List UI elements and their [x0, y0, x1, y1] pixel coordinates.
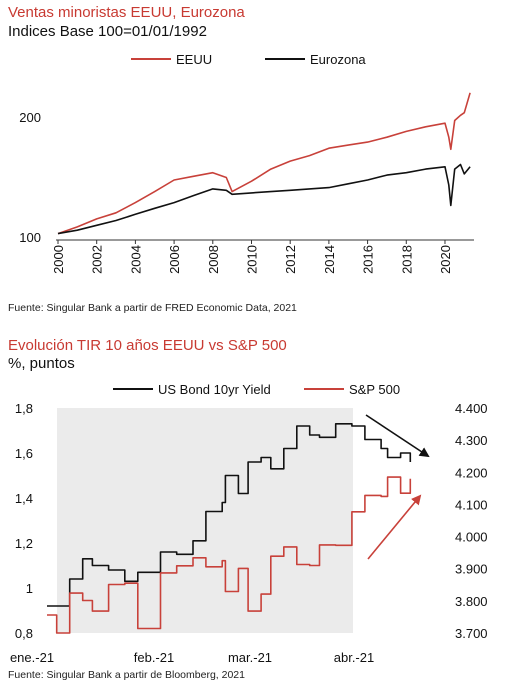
trend-arrow-up [367, 494, 422, 560]
x-tick-label: 2002 [90, 245, 105, 274]
x-tick-label: 2004 [128, 245, 143, 274]
trend-arrow-down [365, 414, 430, 458]
x-tick-label: 2014 [322, 245, 337, 274]
y-right-tick-label: 4.100 [455, 497, 488, 512]
series-line-sp500 [47, 476, 412, 634]
x-tick-label: 2020 [438, 245, 453, 274]
x-tick-label: abr.-21 [334, 650, 374, 665]
x-tick-label: 2000 [51, 245, 66, 274]
retail-sales-chart: 100 200 2000 2002 2004 2006 2008 2010 2012 2014 20… [19, 52, 474, 274]
chart2-source: Fuente: Singular Bank a partir de Bloomb… [8, 669, 245, 681]
x-tick-label: 2006 [167, 245, 182, 274]
chart2-title: Evolución TIR 10 años EEUU vs S&P 500 [8, 337, 287, 354]
y-left-tick-label: 0,8 [15, 626, 33, 641]
x-tick-label: 2018 [399, 245, 414, 274]
legend-label: US Bond 10yr Yield [158, 382, 271, 397]
y-left-tick-label: 1,8 [15, 401, 33, 416]
y-left-tick-label: 1,4 [15, 491, 33, 506]
chart2-subtitle: %, puntos [8, 355, 75, 372]
shaded-region [57, 408, 353, 633]
y-left-tick-label: 1,6 [15, 446, 33, 461]
chart1-title: Ventas minoristas EEUU, Eurozona [8, 4, 245, 21]
y-right-tick-label: 3.900 [455, 562, 488, 577]
y-tick-label: 200 [19, 110, 41, 125]
x-tick-label: 2010 [244, 245, 259, 274]
y-right-tick-label: 4.300 [455, 433, 488, 448]
series-line-us-bond-10yr [47, 422, 412, 607]
x-tick-label: ene.-21 [10, 650, 54, 665]
y-right-tick-label: 4.000 [455, 530, 488, 545]
chart1-subtitle: Indices Base 100=01/01/1992 [8, 23, 207, 40]
bond-yield-sp500-chart: 0,8 1 1,2 1,4 1,6 1,8 3.700 3.800 3.900 4.000 4.10… [10, 382, 488, 665]
x-tick-label: mar.-21 [228, 650, 272, 665]
series-line-eurozona [57, 163, 471, 235]
y-left-tick-label: 1 [26, 581, 33, 596]
chart1-source: Fuente: Singular Bank a partir de FRED E… [8, 302, 297, 314]
y-right-tick-label: 4.200 [455, 465, 488, 480]
y-right-tick-label: 3.800 [455, 594, 488, 609]
x-tick-label: 2008 [206, 245, 221, 274]
x-tick-label: 2012 [283, 245, 298, 274]
legend-label: Eurozona [310, 52, 366, 67]
y-left-tick-label: 1,2 [15, 536, 33, 551]
x-tick-label: feb.-21 [134, 650, 174, 665]
y-tick-label: 100 [19, 230, 41, 245]
series-line-eeuu [57, 92, 471, 235]
x-tick-label: 2016 [361, 245, 376, 274]
legend-label: EEUU [176, 52, 212, 67]
legend-label: S&P 500 [349, 382, 400, 397]
y-right-tick-label: 4.400 [455, 401, 488, 416]
y-right-tick-label: 3.700 [455, 626, 488, 641]
